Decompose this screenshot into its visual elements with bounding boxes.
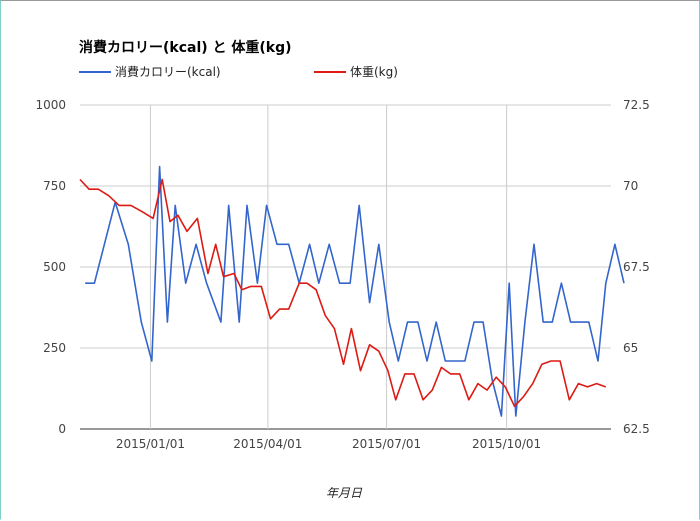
legend-label-weight[interactable]: 体重(kg) — [350, 65, 398, 79]
series-line-calories[interactable] — [85, 165, 625, 417]
series-lines — [79, 165, 625, 417]
chart-title: 消費カロリー(kcal) と 体重(kg) — [79, 39, 292, 56]
x-tick-label: 2015/04/01 — [233, 437, 302, 451]
series-line-weight[interactable] — [79, 178, 607, 408]
gridlines — [80, 104, 611, 430]
y-left-tick-label: 1000 — [35, 98, 66, 112]
legend-label-calories[interactable]: 消費カロリー(kcal) — [115, 64, 221, 79]
x-tick-label: 2015/01/01 — [116, 437, 185, 451]
y-right-tick-label: 72.5 — [623, 98, 650, 112]
y-right-tick-label: 70 — [623, 179, 638, 193]
x-tick-label: 2015/07/01 — [352, 437, 421, 451]
legend: 消費カロリー(kcal) 体重(kg) — [79, 64, 398, 79]
y-right-tick-label: 67.5 — [623, 260, 650, 274]
y-right-tick-label: 62.5 — [623, 422, 650, 436]
y-left-tick-label: 250 — [43, 341, 66, 355]
y-left-tick-label: 0 — [58, 422, 66, 436]
x-tick-label: 2015/10/01 — [472, 437, 541, 451]
y-left-tick-label: 750 — [43, 179, 66, 193]
x-axis-label: 年月日 — [326, 486, 363, 500]
axis-ticks: 0 62.5 250 65 500 67.5 750 70 1000 72.5 2015/01/01… — [35, 98, 649, 451]
y-left-tick-label: 500 — [43, 260, 66, 274]
y-right-tick-label: 65 — [623, 341, 638, 355]
